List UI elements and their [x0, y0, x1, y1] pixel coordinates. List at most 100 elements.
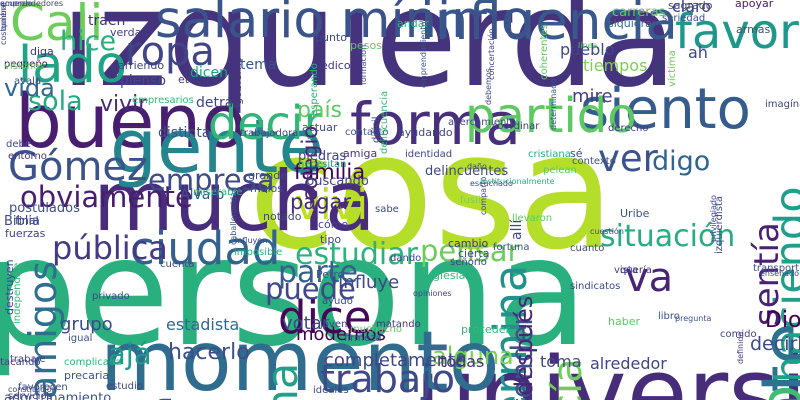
word-gente: gente — [110, 104, 324, 190]
word-sola: sola — [28, 86, 83, 117]
word-miserable: miserable — [193, 187, 243, 198]
word-forma: forma — [350, 90, 521, 158]
word-dicen: dicen — [190, 65, 228, 81]
word-influye: Influye — [338, 272, 400, 293]
word-decir: decir — [208, 96, 323, 150]
word-dedico: dedico — [314, 59, 351, 72]
word-pueblo: pueblo — [560, 40, 615, 59]
word-ideales: ideales — [313, 385, 349, 396]
word-contacto: contacto — [345, 127, 389, 138]
word-empresarios: empresarios — [132, 95, 194, 106]
word-comido: comido — [720, 329, 757, 340]
word-buscando: buscando — [306, 174, 369, 189]
word-visiones: visiones — [4, 61, 45, 72]
word-servicios: servicios — [8, 391, 52, 400]
word-pensar: pensar — [420, 234, 520, 268]
word-acuerdo: acuerdo — [0, 0, 33, 8]
word-iglesia: iglesia — [430, 269, 466, 282]
word-como: cómo — [318, 218, 349, 231]
word-destruyen: destruyen — [3, 259, 16, 316]
word-claro: claro — [672, 0, 712, 16]
word-uribe: Uribe — [620, 207, 650, 220]
word-aja: ajá — [108, 337, 152, 371]
word-digo: digo — [652, 146, 711, 177]
word-gomez: Gómez — [8, 144, 149, 190]
word-senorio: señorío — [450, 257, 487, 268]
word-formacion: formación — [359, 44, 368, 85]
word-muchacho: muchacho — [350, 324, 402, 335]
word-quiera: quiera — [0, 4, 8, 30]
word-postulados: postulados — [9, 201, 80, 216]
word-tipo: tipo — [320, 233, 342, 246]
word-ejemplo: ejemplo — [747, 384, 800, 400]
word-momento: momento — [100, 313, 500, 400]
word-pelean: pelean — [543, 165, 577, 176]
word-delincuentes: delincuentes — [425, 164, 509, 179]
word-cierta: cierta — [458, 247, 490, 260]
word-debemos: debemos — [484, 67, 493, 105]
word-favorecen: favorecen — [18, 382, 68, 393]
word-andar: andar — [397, 17, 429, 30]
word-institucionalmente: institucionalmente — [480, 177, 555, 186]
word-apoyar: apoyar — [735, 0, 774, 10]
word-pequeno: pequeño — [4, 59, 48, 70]
word-publica: pública — [52, 229, 168, 267]
word-joven: joven — [320, 319, 348, 330]
word-pienso: pienso — [120, 73, 167, 89]
word-victima: víctima — [667, 50, 678, 88]
word-definida: definida — [736, 331, 745, 364]
word-politica: política — [148, 396, 178, 400]
word-seriedad: seriedad — [662, 13, 706, 24]
word-emprendedores: emprendedores — [0, 0, 64, 8]
word-opiniones: opiniones — [413, 289, 452, 298]
word-fuerzas: fuerzas — [5, 227, 46, 240]
word-pregunta: pregunta — [675, 314, 712, 323]
word-hice: hice — [60, 26, 117, 57]
word-toma: toma — [540, 352, 582, 371]
word-partido: partido — [465, 88, 637, 144]
word-traen: traen — [88, 13, 126, 29]
word-influencia: influencia — [420, 0, 678, 52]
word-situacion: situación — [600, 219, 736, 254]
word-acercamiento: acercamiento — [448, 117, 517, 128]
word-hacerlo: hacerlo — [168, 340, 250, 365]
word-todas: todas — [440, 352, 485, 371]
word-modernos: modernos — [296, 324, 386, 345]
word-necesitan: necesitan — [298, 159, 347, 170]
word-puede: puede — [265, 272, 356, 306]
word-imposible: imposible — [234, 247, 283, 258]
word-pais: país — [297, 98, 343, 123]
word-trabaje: trabaje — [10, 354, 46, 365]
word-votar: votar — [282, 313, 330, 334]
word-verdad: verdad — [110, 26, 149, 39]
word-favor: favor — [675, 4, 799, 60]
word-avala: avala — [14, 76, 42, 87]
word-parte: parte — [278, 255, 358, 290]
word-haber: haber — [608, 315, 640, 328]
word-coherentes: coherentes — [539, 24, 550, 80]
word-sagrado: sagrado — [668, 0, 713, 12]
word-empresa: empresa — [148, 163, 275, 197]
word-entorno: entorno — [8, 151, 47, 162]
word-complicada: complicada — [64, 357, 122, 368]
word-derecho: derecho — [608, 123, 649, 134]
word-contexto: contexto — [572, 156, 616, 167]
word-cuestion: cuestión — [590, 227, 624, 236]
word-ropa: ropa — [125, 29, 215, 75]
word-precaria: precaria — [64, 369, 110, 382]
word-esperando: esperando — [309, 62, 320, 116]
word-malos: malos — [250, 182, 283, 195]
word-lado: lado — [18, 36, 127, 95]
word-vivir: vivir — [100, 92, 148, 117]
word-punto: punto — [315, 31, 347, 44]
word-mire: mire — [572, 86, 613, 107]
word-petro: Petro — [316, 268, 345, 281]
word-libro: libro — [658, 311, 680, 322]
word-firmeza: firmeza — [344, 333, 382, 344]
word-matando: matando — [376, 319, 421, 330]
word-final: final — [15, 214, 39, 227]
word-derecha: derecha — [258, 362, 308, 400]
word-dice: dice — [278, 291, 372, 344]
word-proceder: proceder — [461, 323, 511, 336]
